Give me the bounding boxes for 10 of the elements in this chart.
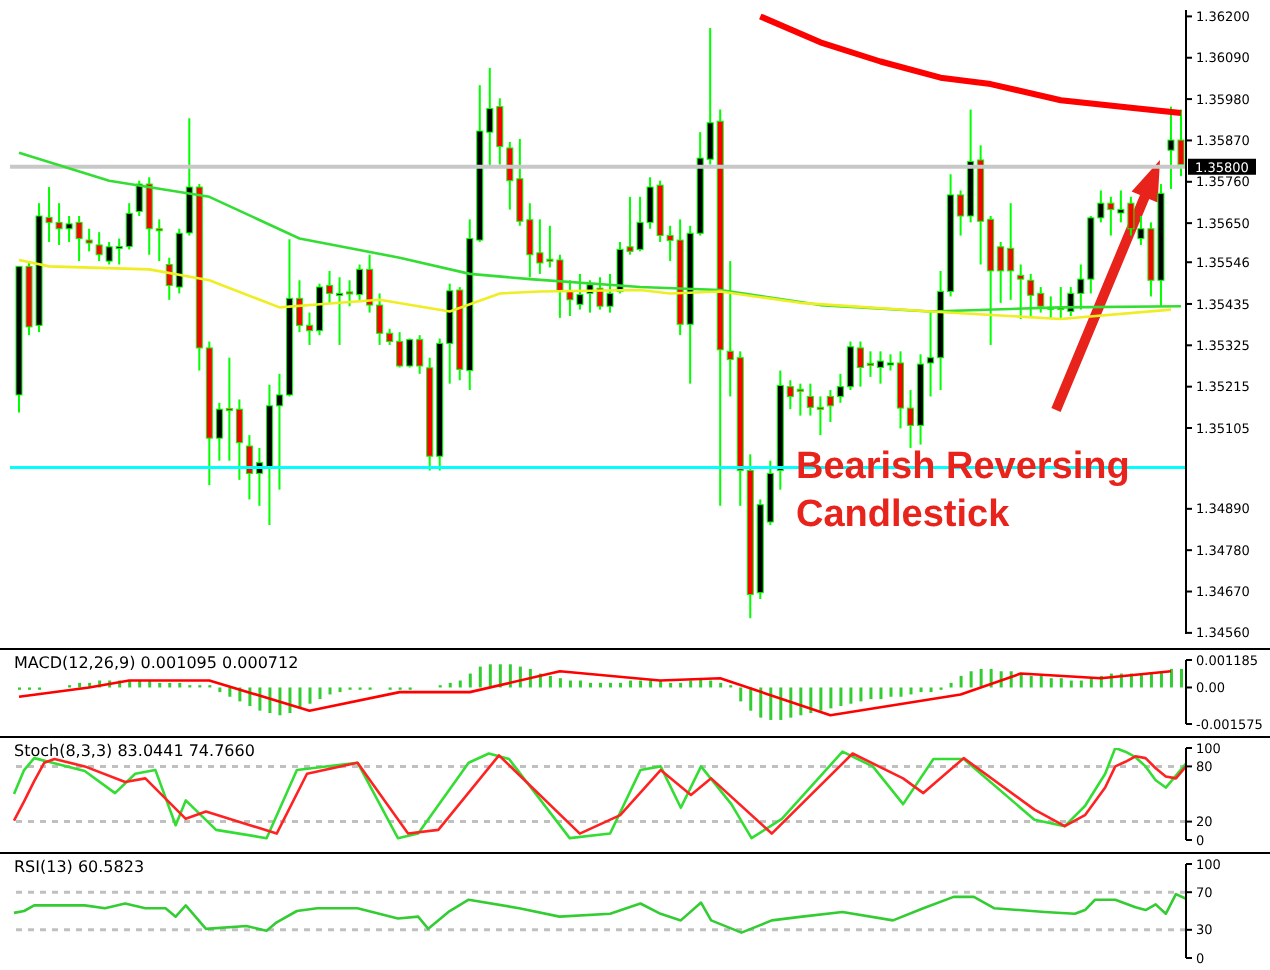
line-series [17, 669, 1173, 717]
chart-title: RSI(13) 60.5823 [14, 858, 145, 876]
line-series [17, 258, 1173, 321]
candlestick [85, 227, 93, 253]
line-series [17, 151, 1183, 313]
chart-title: Stoch(8,3,3) 83.0441 74.7660 [14, 742, 255, 760]
candlestick [1017, 263, 1025, 320]
chart-title: MACD(12,26,9) 0.001095 0.000712 [14, 654, 299, 672]
line-series [757, 13, 1184, 116]
line-series [12, 892, 1188, 934]
